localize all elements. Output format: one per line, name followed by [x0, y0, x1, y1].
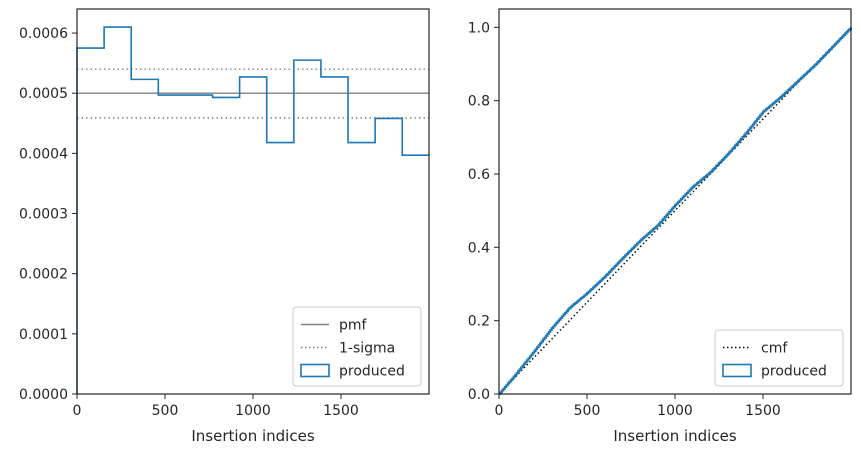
x-tick-label: 0	[73, 403, 82, 419]
legend: pmf 1-sigma produced	[292, 306, 422, 387]
y-tick-label: 0.0001	[19, 327, 68, 343]
y-tick-label: 0.6	[468, 167, 490, 183]
series-produced-step	[76, 26, 429, 394]
series-produced-ecdf	[499, 27, 852, 395]
series-cmf-line	[498, 26, 852, 395]
y-tick-label: 0.0004	[19, 146, 68, 162]
y-tick-label: 0.0006	[19, 26, 68, 42]
x-tick-label: 500	[152, 403, 179, 419]
y-tick-label: 0.0005	[19, 86, 68, 102]
legend-handle-produced	[300, 363, 330, 378]
legend-label-1-sigma: 1-sigma	[339, 341, 395, 357]
x-axis-label: Insertion indices	[191, 427, 314, 445]
y-tick-label: 0.4	[468, 240, 490, 256]
x-tick-label: 1500	[323, 403, 359, 419]
x-axis-label: Insertion indices	[613, 427, 736, 445]
y-tick-label: 0.8	[468, 94, 490, 110]
y-tick-label: 1.0	[468, 20, 490, 36]
y-tick-label: 0.2	[468, 314, 490, 330]
legend-label-cmf: cmf	[761, 341, 788, 357]
legend: cmf produced	[714, 329, 844, 387]
y-tick-label: 0.0003	[19, 207, 68, 223]
legend-label-pmf: pmf	[339, 318, 368, 334]
legend-box	[714, 329, 844, 387]
legend-label-produced: produced	[761, 364, 827, 380]
left-pmf-panel: 0 500 1000 1500 0.0000 0.0001 0.0002 0.0003 0.00…	[19, 8, 430, 445]
x-tick-label: 1500	[745, 403, 781, 419]
right-cmf-panel: 0 500 1000 1500 0.0 0.2 0.4 0.6 0.8 1.0 Insertion …	[468, 8, 852, 445]
y-tick-label: 0.0002	[19, 267, 68, 283]
y-tick-label: 0.0	[468, 387, 490, 403]
x-tick-label: 1000	[657, 403, 693, 419]
x-tick-label: 500	[574, 403, 601, 419]
y-tick-label: 0.0000	[19, 387, 68, 403]
legend-label-produced: produced	[339, 364, 405, 380]
x-tick-label: 0	[495, 403, 504, 419]
legend-handle-produced	[722, 363, 752, 378]
x-tick-label: 1000	[235, 403, 271, 419]
legend-box	[292, 306, 422, 387]
